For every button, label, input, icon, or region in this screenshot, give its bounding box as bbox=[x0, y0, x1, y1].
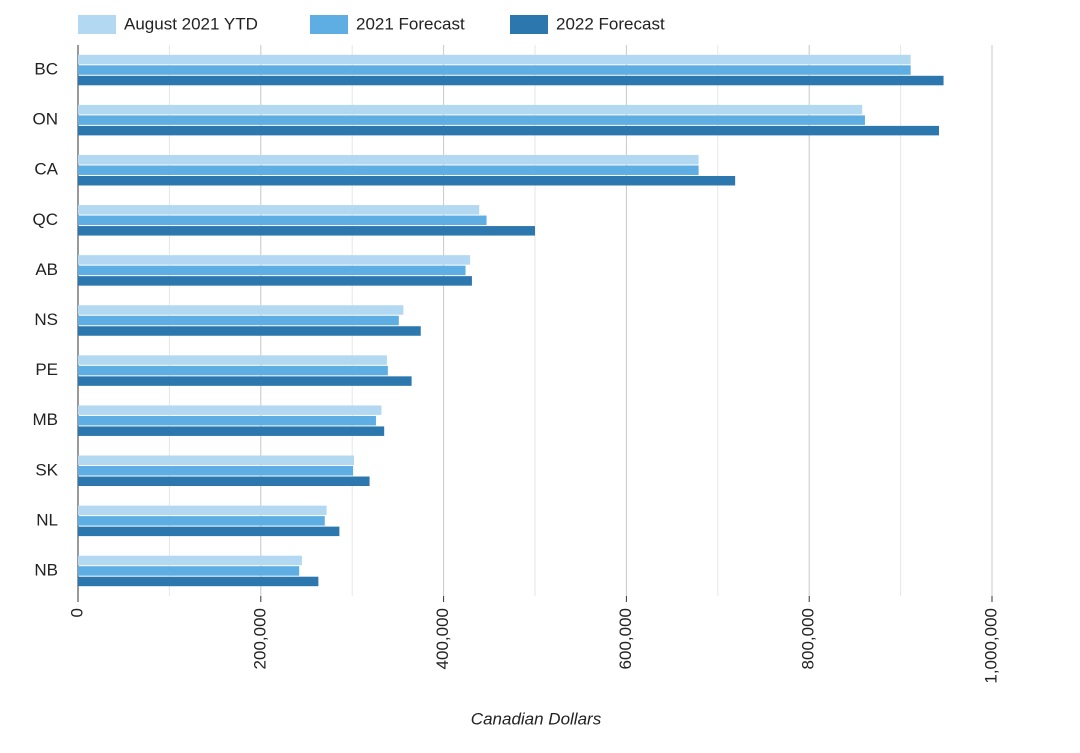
legend-label: August 2021 YTD bbox=[124, 14, 258, 33]
legend-swatch bbox=[510, 15, 548, 34]
bar bbox=[78, 376, 412, 386]
x-axis-label: Canadian Dollars bbox=[471, 709, 602, 728]
y-tick-label: PE bbox=[35, 360, 58, 379]
bar bbox=[78, 115, 865, 125]
x-tick-label: 0 bbox=[67, 608, 86, 617]
bar bbox=[78, 175, 736, 186]
legend-label: 2022 Forecast bbox=[556, 14, 665, 33]
bar bbox=[78, 405, 382, 415]
bar bbox=[78, 516, 325, 526]
bar bbox=[78, 154, 699, 165]
y-tick-label: CA bbox=[34, 160, 58, 179]
x-tick-label: 200,000 bbox=[250, 608, 269, 669]
x-tick-label: 1,000,000 bbox=[981, 608, 1000, 684]
bar bbox=[78, 505, 327, 516]
bar bbox=[78, 526, 340, 537]
bar bbox=[78, 205, 480, 215]
bar bbox=[78, 555, 302, 566]
bar bbox=[78, 215, 487, 226]
y-tick-label: ON bbox=[33, 110, 59, 129]
bar bbox=[78, 466, 354, 476]
y-tick-label: AB bbox=[35, 260, 58, 279]
bar bbox=[78, 104, 863, 115]
bar bbox=[78, 326, 421, 336]
bar bbox=[78, 415, 376, 426]
bar bbox=[78, 65, 911, 75]
bar bbox=[78, 365, 388, 376]
bar bbox=[78, 576, 319, 587]
bar bbox=[78, 355, 387, 365]
x-tick-label: 400,000 bbox=[433, 608, 452, 669]
legend-swatch bbox=[78, 15, 116, 34]
bar bbox=[78, 265, 466, 276]
legend-swatch bbox=[310, 15, 348, 34]
bar bbox=[78, 54, 911, 65]
bar bbox=[78, 566, 300, 576]
y-tick-label: BC bbox=[34, 60, 58, 79]
bar bbox=[78, 476, 370, 487]
y-tick-label: NS bbox=[34, 310, 58, 329]
x-tick-label: 800,000 bbox=[799, 608, 818, 669]
bar bbox=[78, 75, 944, 86]
bar bbox=[78, 226, 535, 236]
bar bbox=[78, 315, 399, 326]
y-tick-label: QC bbox=[33, 210, 59, 229]
bar bbox=[78, 455, 355, 466]
y-tick-label: MB bbox=[33, 410, 59, 429]
legend-label: 2021 Forecast bbox=[356, 14, 465, 33]
bar bbox=[78, 426, 385, 436]
y-tick-label: NB bbox=[34, 560, 58, 579]
legend-item: 2022 Forecast bbox=[510, 14, 665, 34]
legend-item: 2021 Forecast bbox=[310, 14, 465, 34]
bar bbox=[78, 276, 472, 286]
bar bbox=[78, 255, 471, 265]
bar bbox=[78, 305, 404, 315]
x-tick-label: 600,000 bbox=[616, 608, 635, 669]
bar bbox=[78, 125, 939, 136]
bar bbox=[78, 165, 699, 175]
legend-item: August 2021 YTD bbox=[78, 14, 258, 34]
y-tick-label: SK bbox=[35, 460, 58, 479]
y-tick-label: NL bbox=[36, 510, 58, 529]
